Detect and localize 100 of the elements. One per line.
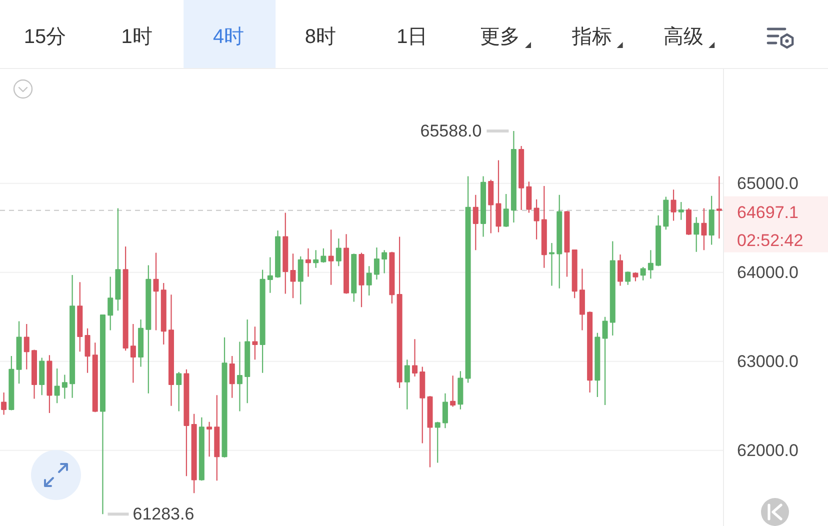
candlestick bbox=[1, 392, 7, 416]
candlestick bbox=[450, 375, 456, 408]
annotation: 65588.0 bbox=[420, 122, 482, 141]
candlestick bbox=[244, 318, 250, 404]
text: 1日 bbox=[396, 26, 428, 48]
candlestick bbox=[579, 268, 585, 331]
candlestick bbox=[694, 216, 700, 252]
candlestick bbox=[313, 250, 319, 268]
candlestick bbox=[427, 396, 433, 468]
candlestick bbox=[191, 413, 197, 494]
candlestick bbox=[572, 250, 578, 299]
candlestick bbox=[632, 272, 638, 282]
candlestick bbox=[31, 349, 37, 400]
ref-line-label: 64697.1 bbox=[737, 202, 798, 222]
candlestick bbox=[328, 229, 334, 286]
candlestick bbox=[160, 282, 166, 345]
candlestick bbox=[526, 181, 532, 214]
candlestick bbox=[534, 198, 540, 240]
candlestick bbox=[404, 359, 410, 410]
text: 指标 bbox=[570, 26, 612, 48]
y-tick-label: 65000.0 bbox=[737, 174, 798, 193]
candlestick bbox=[146, 264, 152, 394]
candlestick bbox=[290, 253, 296, 299]
candlestick bbox=[716, 176, 722, 240]
candlestick bbox=[587, 310, 593, 394]
candlestick bbox=[298, 256, 304, 305]
annotation: 61283.6 bbox=[132, 504, 194, 524]
candlestick bbox=[686, 208, 692, 236]
candlestick bbox=[640, 266, 646, 281]
candlestick bbox=[16, 320, 22, 384]
candlestick bbox=[115, 208, 121, 312]
candlestick bbox=[267, 256, 273, 294]
candlestick bbox=[214, 394, 220, 482]
candlestick bbox=[168, 294, 174, 406]
candlestick bbox=[541, 185, 547, 268]
candlestick bbox=[564, 210, 570, 278]
candlestick bbox=[222, 336, 228, 458]
candlestick bbox=[625, 270, 631, 286]
candlestick bbox=[84, 328, 90, 374]
candlestick bbox=[496, 160, 502, 233]
candlestick bbox=[389, 251, 395, 304]
candlestick bbox=[465, 176, 471, 384]
y-tick-label: 64000.0 bbox=[737, 262, 798, 282]
text: 02:52:42 bbox=[737, 230, 804, 250]
candlestick bbox=[206, 421, 212, 458]
candlestick bbox=[260, 269, 266, 374]
candlestick bbox=[108, 276, 114, 331]
candlestick bbox=[656, 214, 662, 267]
candlestick bbox=[549, 242, 555, 286]
candlestick bbox=[472, 194, 478, 251]
candlestick bbox=[396, 236, 402, 389]
candlestick bbox=[54, 368, 60, 404]
text: 8时 bbox=[304, 26, 336, 48]
text: 高级 bbox=[664, 25, 704, 48]
candlestick bbox=[610, 240, 616, 336]
candlestick bbox=[100, 314, 106, 515]
candlestick bbox=[305, 248, 311, 278]
candlestick bbox=[198, 416, 204, 482]
candlestick bbox=[488, 179, 494, 234]
candlestick bbox=[678, 202, 684, 220]
candlestick bbox=[602, 316, 608, 406]
candlestick bbox=[366, 266, 372, 296]
candlestick bbox=[594, 332, 600, 398]
candlestick bbox=[70, 274, 76, 398]
candlestick bbox=[229, 355, 235, 398]
candlestick bbox=[382, 250, 388, 274]
candlestick bbox=[420, 366, 426, 444]
y-tick-label: 63000.0 bbox=[737, 352, 798, 371]
candlestick bbox=[62, 374, 68, 400]
text: 1时 bbox=[121, 26, 152, 48]
candlestick bbox=[663, 196, 669, 230]
candlestick bbox=[252, 326, 258, 360]
candlestick bbox=[510, 130, 516, 224]
candlestick bbox=[412, 338, 418, 378]
candlestick bbox=[442, 392, 448, 429]
y-tick-label: 62000.0 bbox=[737, 440, 798, 460]
text: 4时 bbox=[213, 26, 244, 48]
candlestick bbox=[351, 253, 357, 302]
candlestick bbox=[92, 342, 98, 413]
candlestick bbox=[503, 193, 509, 228]
candlestick bbox=[8, 355, 14, 411]
candlestick bbox=[39, 357, 45, 396]
candlestick bbox=[374, 246, 380, 280]
candlestick bbox=[358, 252, 364, 308]
candlestick bbox=[618, 254, 624, 286]
candlestick bbox=[518, 145, 524, 211]
text: 更多 bbox=[480, 26, 520, 48]
candlestick bbox=[275, 230, 281, 278]
candlestick bbox=[320, 248, 326, 264]
candlestick bbox=[153, 252, 159, 331]
candlestick bbox=[236, 341, 242, 412]
candlestick bbox=[122, 246, 128, 352]
candlestick bbox=[480, 176, 486, 238]
candlestick bbox=[434, 421, 440, 464]
candlestick bbox=[648, 250, 654, 280]
candlestick bbox=[458, 370, 464, 410]
candlestick bbox=[46, 354, 52, 414]
candlestick bbox=[24, 323, 30, 370]
candlestick bbox=[138, 318, 144, 368]
text: 15分 bbox=[24, 26, 66, 48]
